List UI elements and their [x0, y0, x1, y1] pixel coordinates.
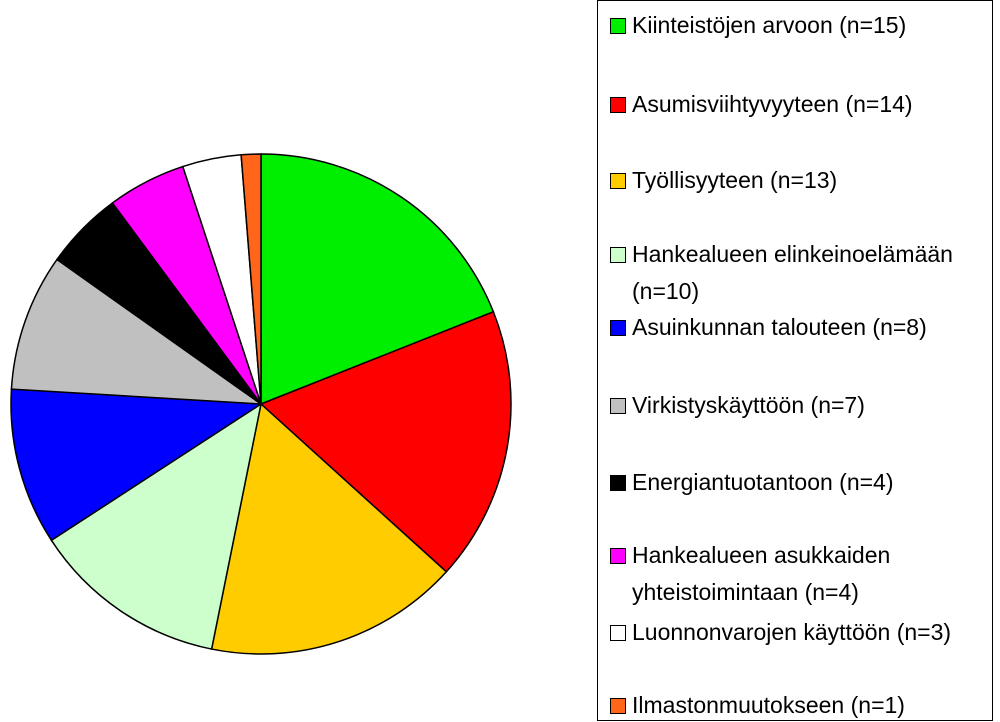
legend-label: Luonnonvarojen käyttöön (n=3): [632, 619, 952, 645]
legend-swatch: [610, 698, 626, 714]
pie-slice: [240, 153, 262, 405]
legend-swatch: [610, 247, 626, 263]
pie-slice: [259, 310, 512, 573]
legend-label: Kiinteistöjen arvoon (n=15): [632, 12, 907, 38]
legend-label: Hankealueen elinkeinoelämään (n=10): [632, 241, 953, 304]
legend-label: Ilmastonmuutokseen (n=1): [632, 692, 905, 718]
legend-swatch: [610, 173, 626, 189]
legend: Kiinteistöjen arvoon (n=15) Asumisviihtyv…: [597, 0, 993, 721]
legend-swatch: [610, 398, 626, 414]
legend-label: Hankealueen asukkaiden yhteistoimintaan …: [632, 542, 891, 605]
pie-slice: [10, 388, 264, 542]
legend-swatch: [610, 320, 626, 336]
legend-label: Energiantuotantoon (n=4): [632, 469, 894, 495]
pie-area: [10, 153, 512, 655]
legend-label: Työllisyyteen (n=13): [632, 167, 838, 193]
legend-swatch: [610, 548, 626, 564]
pie-slice: [260, 153, 495, 406]
pie-slice: [210, 402, 448, 655]
legend-swatch: [610, 97, 626, 113]
legend-swatch: [610, 625, 626, 641]
legend-swatch: [610, 18, 626, 34]
pie-slice: [50, 402, 263, 650]
legend-label: Asumisviihtyvyyteen (n=14): [632, 91, 913, 117]
pie-slice: [10, 258, 264, 405]
legend-label: Asuinkunnan talouteen (n=8): [632, 314, 927, 340]
legend-label: Virkistyskäyttöön (n=7): [632, 392, 865, 418]
legend-swatch: [610, 475, 626, 491]
